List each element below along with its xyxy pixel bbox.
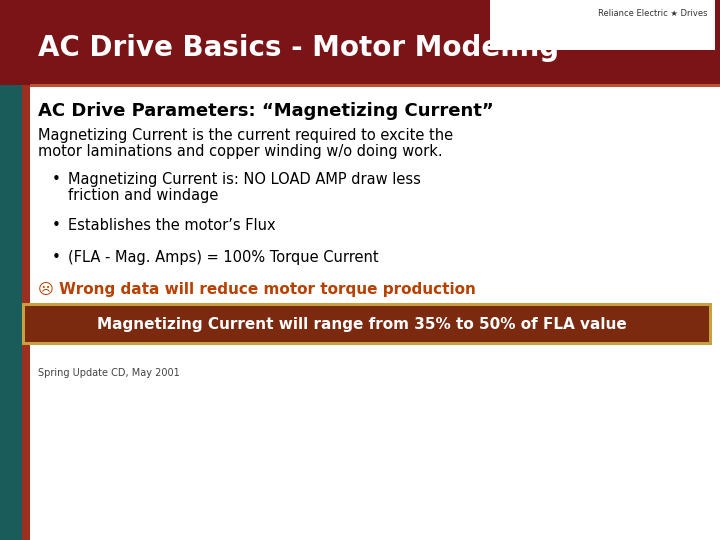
Bar [22,0,30,540]
Text: (FLA - Mag. Amps) = 100% Torque Current: (FLA - Mag. Amps) = 100% Torque Current [68,250,379,265]
Text: Magnetizing Current is the current required to excite the: Magnetizing Current is the current requi… [38,128,453,143]
Bar [30,84,720,87]
Text: motor laminations and copper winding w/o doing work.: motor laminations and copper winding w/o… [38,144,443,159]
Text: Magnetizing Current is: NO LOAD AMP draw less: Magnetizing Current is: NO LOAD AMP draw… [68,172,421,187]
Text: friction and windage: friction and windage [68,188,218,203]
Text: Reliance Electric ★ Drives: Reliance Electric ★ Drives [598,9,708,18]
Text: Establishes the motor’s Flux: Establishes the motor’s Flux [68,218,276,233]
Text: AC Drive Parameters: “Magnetizing Current”: AC Drive Parameters: “Magnetizing Curren… [38,102,494,120]
Text: Spring Update CD, May 2001: Spring Update CD, May 2001 [38,368,180,378]
Text: ☹ Wrong data will reduce motor torque production: ☹ Wrong data will reduce motor torque pr… [38,282,476,297]
Bar [0,0,720,85]
Text: Magnetizing Current will range from 35% to 50% of FLA value: Magnetizing Current will range from 35% … [97,316,627,332]
Bar [25,306,709,342]
Bar [0,0,22,540]
Bar [30,0,720,84]
Bar [0,0,720,85]
Text: •: • [52,172,61,187]
Text: •: • [52,250,61,265]
Text: •: • [52,218,61,233]
Bar [490,0,715,50]
Bar [22,303,712,345]
Text: AC Drive Basics - Motor Modeling: AC Drive Basics - Motor Modeling [38,34,559,62]
